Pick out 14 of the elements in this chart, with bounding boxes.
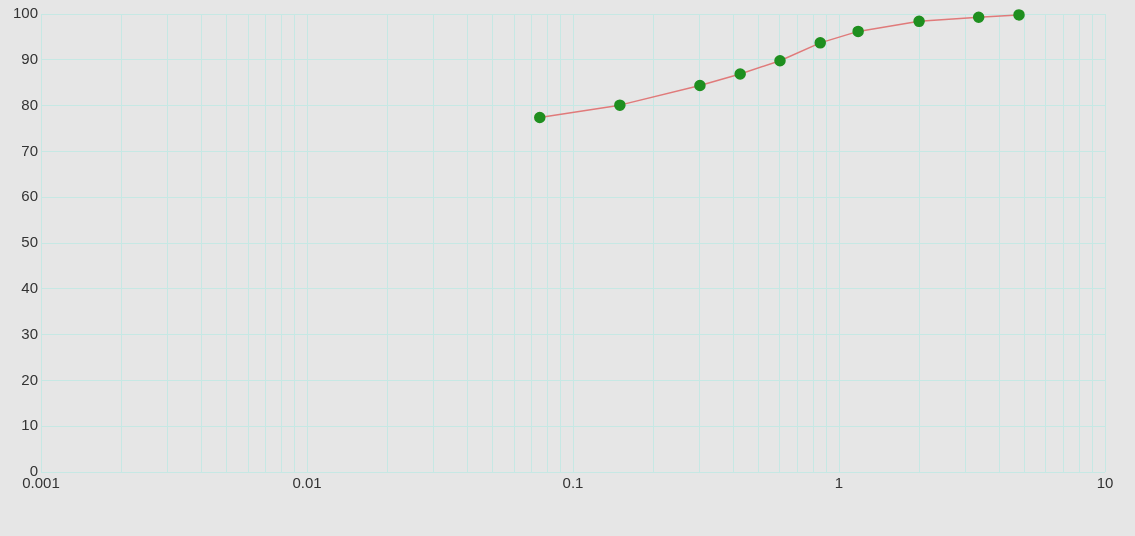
y-tick-label: 20 — [21, 370, 39, 388]
x-tick-label: 10 — [1096, 474, 1114, 492]
y-tick-label: 50 — [21, 233, 39, 251]
y-tick-label: 80 — [21, 95, 39, 113]
y-tick-label: 60 — [21, 187, 39, 205]
y-tick-label: 70 — [21, 141, 39, 159]
x-tick-label: 0.01 — [292, 474, 322, 492]
x-tick-label: 1 — [834, 474, 844, 492]
y-tick-label: 30 — [21, 324, 39, 342]
y-tick-label: 100 — [13, 4, 39, 22]
y-tick-label: 90 — [21, 49, 39, 67]
y-tick-label: 10 — [21, 416, 39, 434]
x-tick-label: 0.1 — [562, 474, 584, 492]
y-tick-label: 40 — [21, 278, 39, 296]
